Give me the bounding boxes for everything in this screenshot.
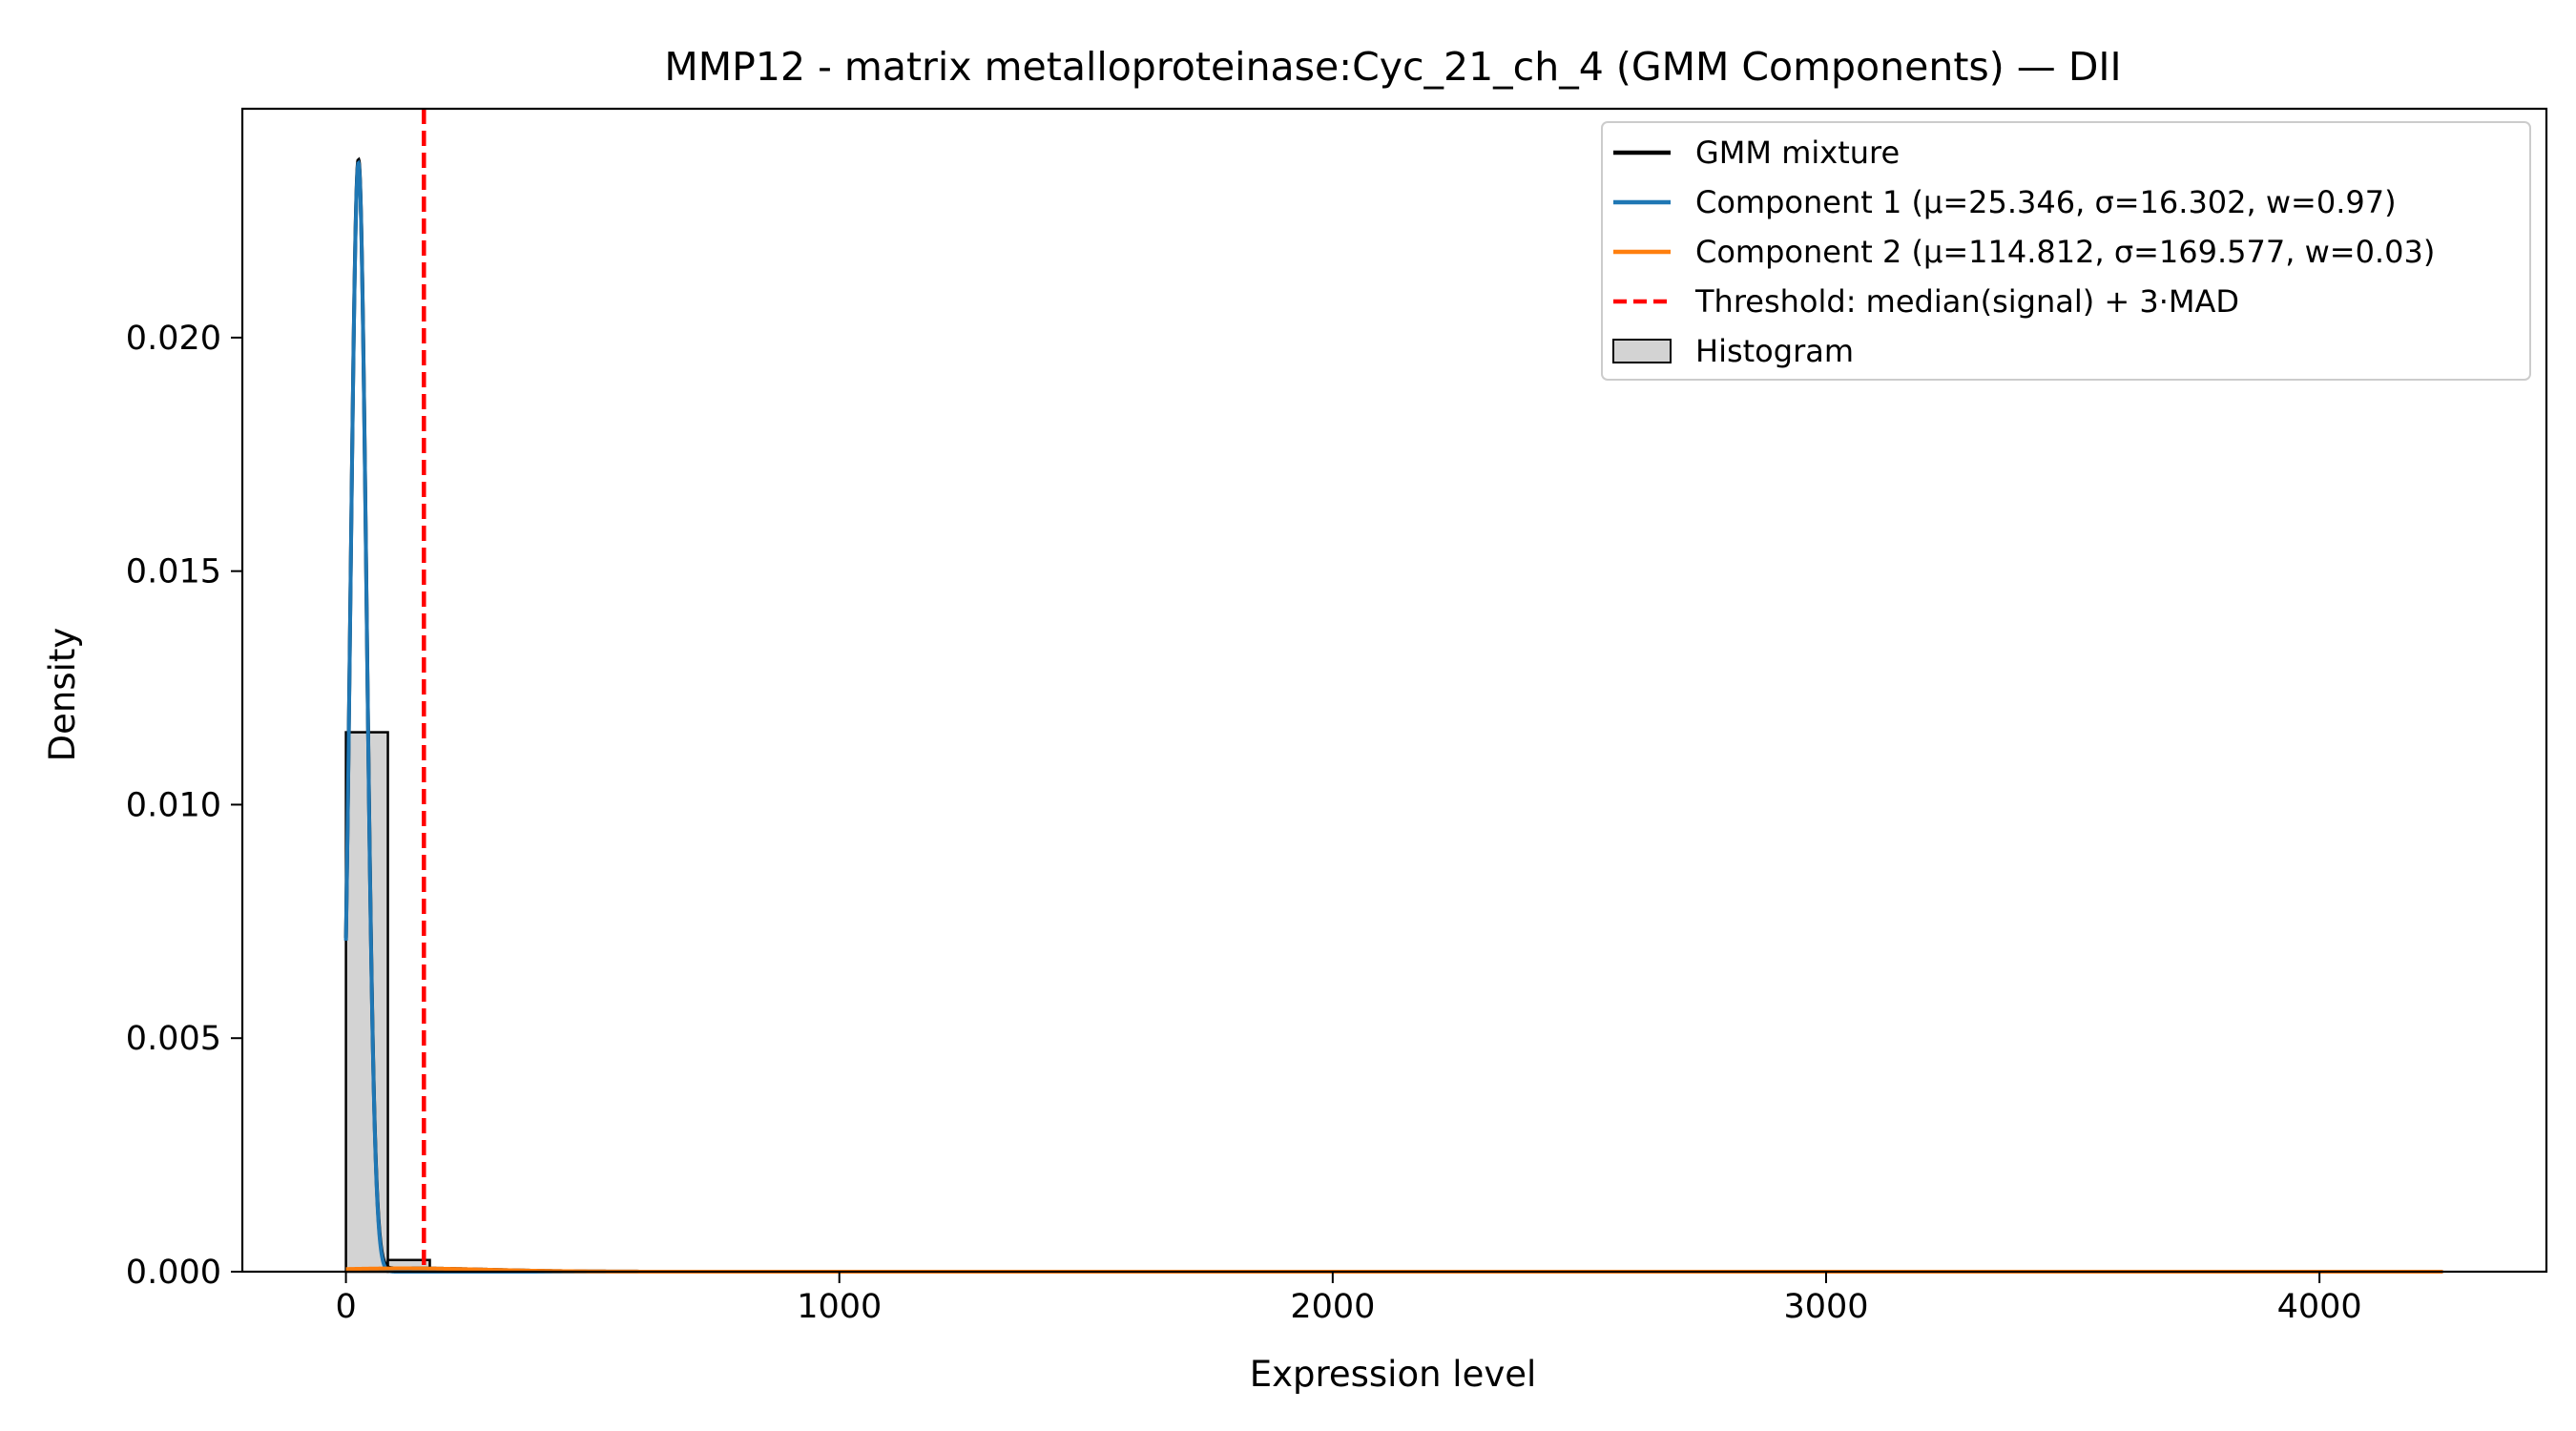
histogram-bar	[344, 731, 389, 1274]
legend-label-histogram: Histogram	[1695, 333, 1854, 369]
legend-label-component-2-114-812-169-577-w-0-03: Component 2 (μ=114.812, σ=169.577, w=0.0…	[1695, 234, 2435, 270]
legend-label-component-1-25-346-16-302-w-0-97: Component 1 (μ=25.346, σ=16.302, w=0.97)	[1695, 184, 2397, 220]
chart-title: MMP12 - matrix metalloproteinase:Cyc_21_…	[664, 44, 2121, 90]
legend-label-threshold-median-signal-3-mad: Threshold: median(signal) + 3·MAD	[1694, 283, 2239, 320]
y-tick-label: 0.020	[126, 320, 221, 358]
y-tick-label: 0.005	[126, 1020, 221, 1058]
legend-box	[1601, 121, 2531, 381]
y-tick-label: 0.000	[126, 1254, 221, 1292]
legend-swatch-histogram	[1612, 339, 1672, 363]
x-tick-label: 0	[335, 1288, 356, 1326]
x-tick-label: 1000	[797, 1288, 882, 1326]
x-tick-label: 4000	[2277, 1288, 2362, 1326]
y-tick-label: 0.015	[126, 553, 221, 591]
x-tick-label: 3000	[1783, 1288, 1868, 1326]
y-axis-label: Density	[42, 628, 83, 762]
legend: GMM mixture Component 1 (μ=25.346, σ=16.3…	[1601, 121, 2531, 381]
y-tick-label: 0.010	[126, 786, 221, 824]
x-axis-label: Expression level	[1250, 1354, 1537, 1395]
x-tick-label: 2000	[1290, 1288, 1375, 1326]
axes: 0 1000 2000 3000 4000 0.000 0.005 0.010 0.015 0.0…	[126, 107, 2548, 1326]
plot-frame	[240, 107, 2548, 1274]
legend-label-gmm-mixture: GMM mixture	[1695, 135, 1900, 171]
